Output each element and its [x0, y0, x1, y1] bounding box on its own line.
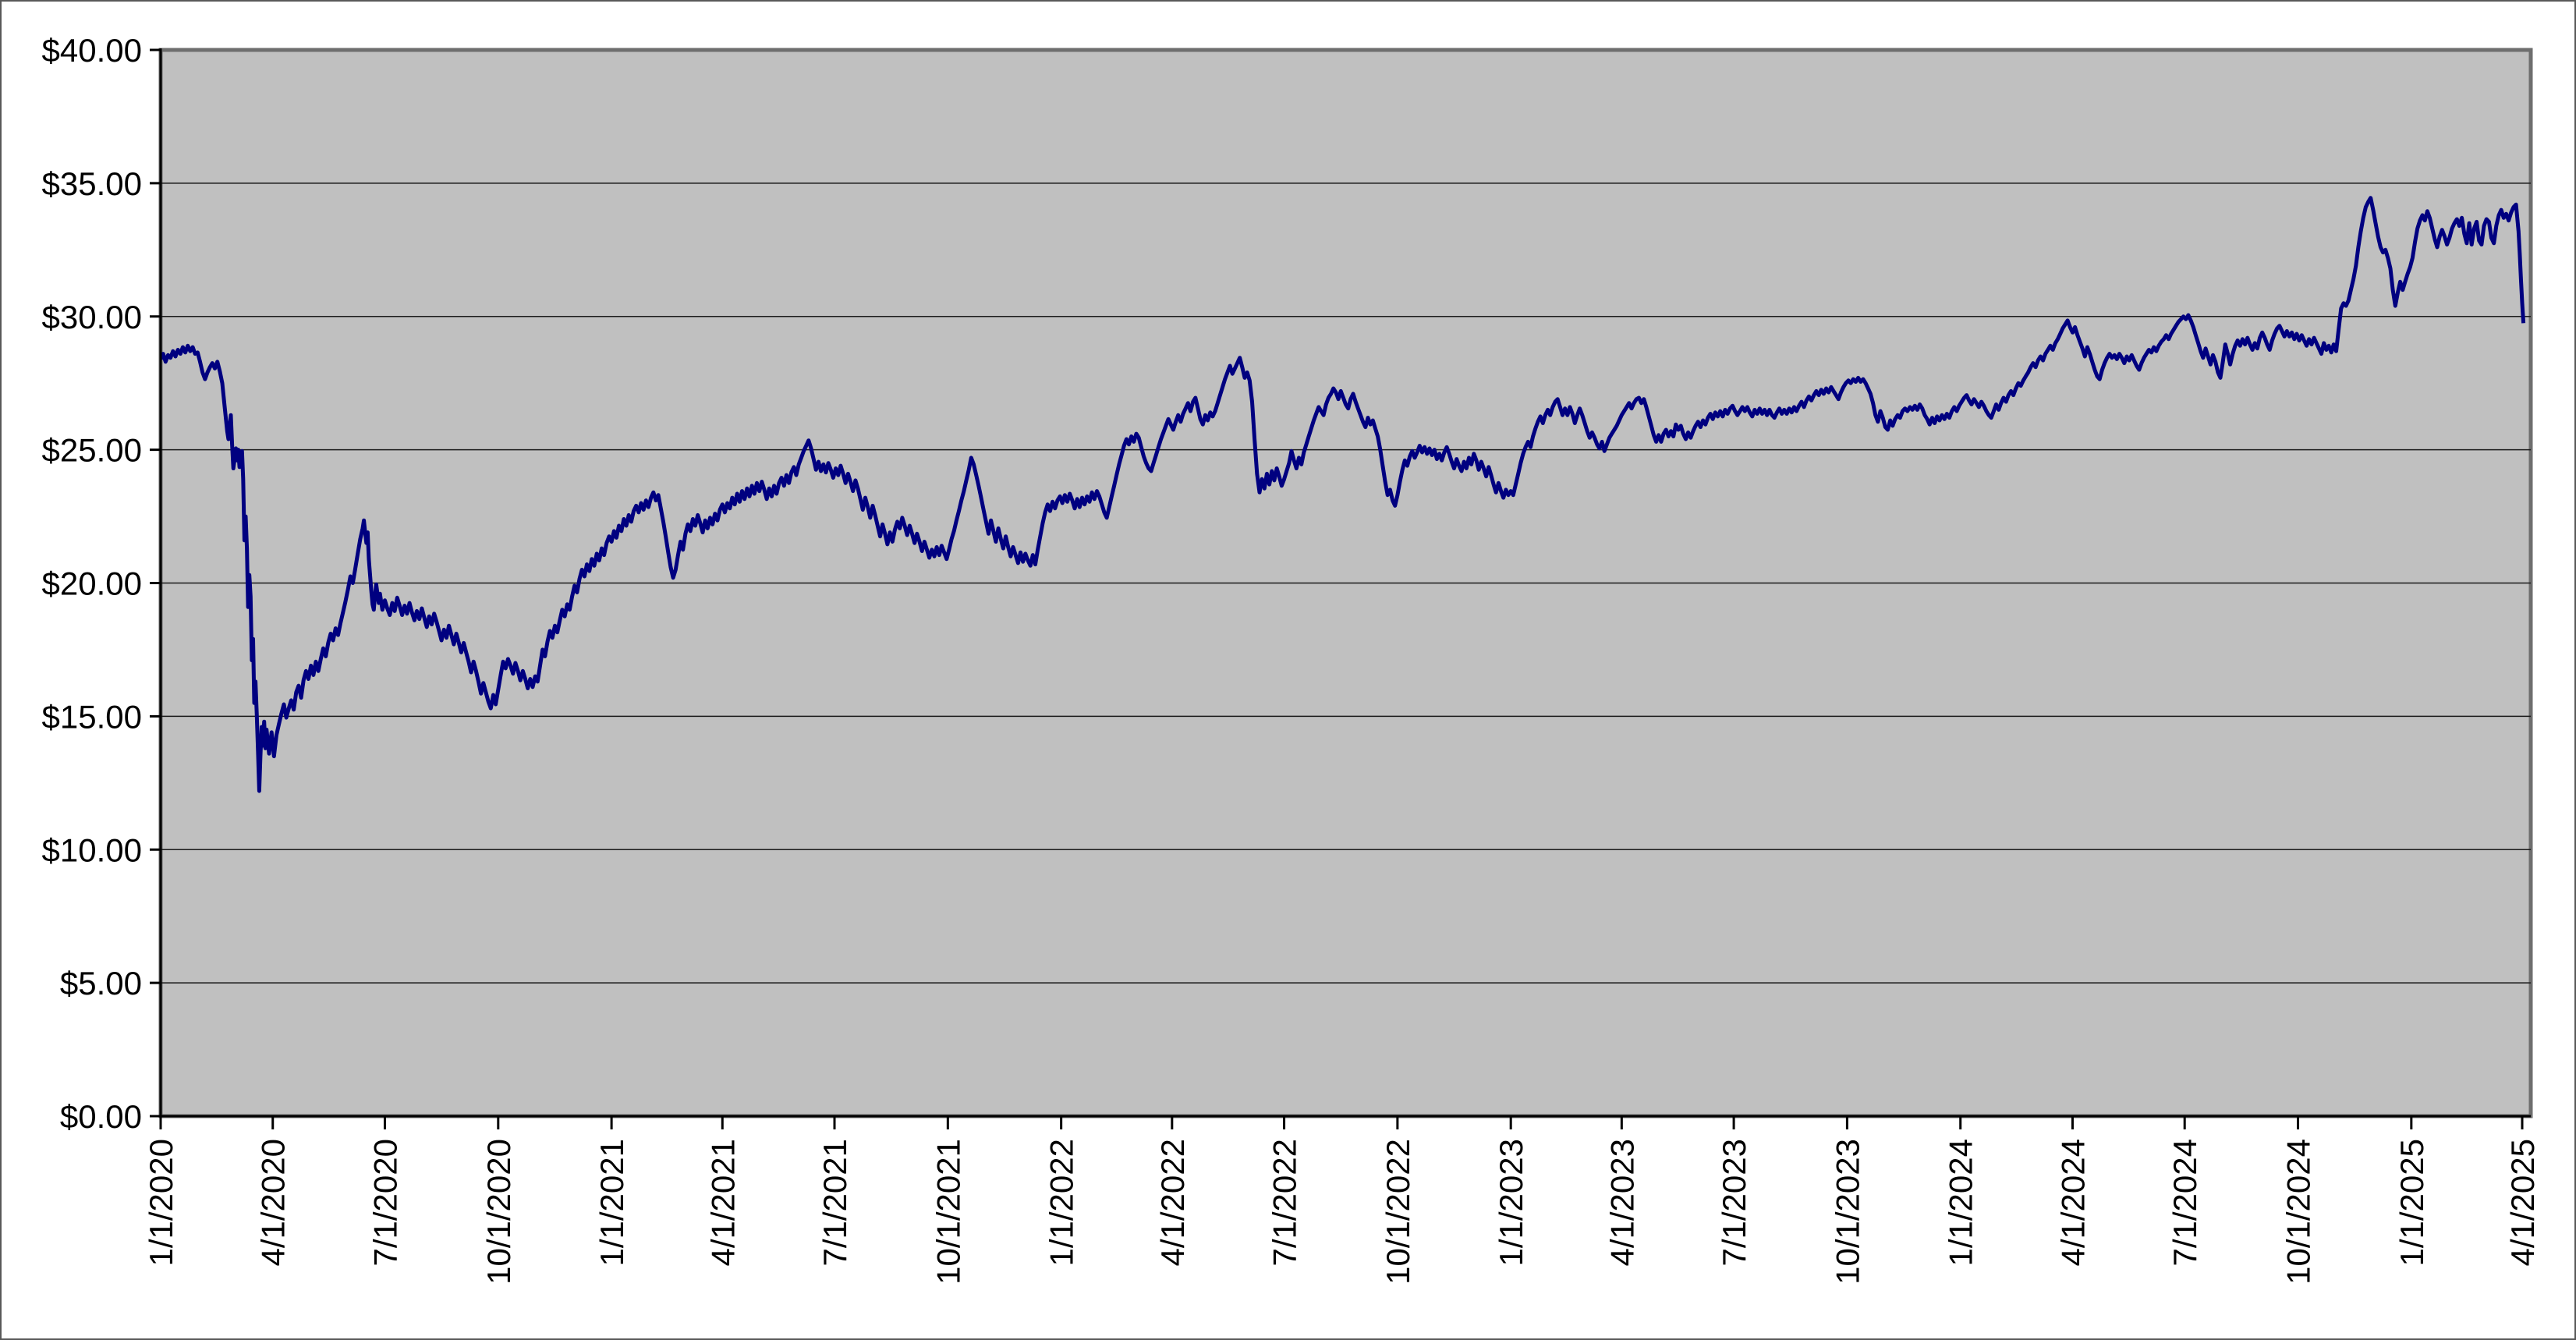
x-axis-label: 1/1/2023	[1493, 1139, 1529, 1267]
x-axis-label: 10/1/2022	[1380, 1139, 1416, 1285]
x-axis-label: 7/1/2023	[1716, 1139, 1752, 1267]
x-axis-label: 4/1/2024	[2054, 1139, 2091, 1267]
y-axis-label: $35.00	[42, 165, 142, 202]
x-axis-label: 1/1/2025	[2394, 1139, 2430, 1267]
x-axis-label: 10/1/2020	[480, 1139, 517, 1285]
x-axis-label: 7/1/2020	[367, 1139, 403, 1267]
x-axis-label: 7/1/2022	[1267, 1139, 1303, 1267]
x-axis-label: 10/1/2023	[1829, 1139, 1866, 1285]
gridlines	[161, 183, 2531, 984]
y-axis-label: $20.00	[42, 565, 142, 602]
y-axis-label: $0.00	[60, 1098, 142, 1135]
x-axis-label: 10/1/2021	[930, 1139, 966, 1285]
x-axis-label: 4/1/2020	[255, 1139, 292, 1267]
y-axis-label: $10.00	[42, 831, 142, 868]
y-axis: $0.00 $5.00 $10.00 $15.00 $20.00 $25.00 $30.00…	[42, 32, 161, 1135]
x-axis-label: 4/1/2025	[2504, 1139, 2541, 1267]
y-axis-label: $30.00	[42, 299, 142, 335]
y-axis-label: $40.00	[42, 32, 142, 69]
x-axis-label: 4/1/2022	[1154, 1139, 1191, 1267]
x-axis-label: 1/1/2021	[594, 1139, 630, 1267]
x-axis: 1/1/2020 4/1/2020 7/1/2020 10/1/2020 1/1/202…	[143, 1116, 2541, 1285]
x-axis-label: 10/1/2024	[2280, 1139, 2317, 1285]
y-axis-label: $5.00	[60, 965, 142, 1001]
x-axis-label: 1/1/2020	[143, 1139, 179, 1267]
y-axis-label: $25.00	[42, 432, 142, 469]
x-axis-label: 4/1/2021	[704, 1139, 741, 1267]
x-axis-label: 1/1/2022	[1044, 1139, 1080, 1267]
x-axis-label: 7/1/2024	[2167, 1139, 2203, 1267]
price-line	[161, 196, 2526, 793]
x-axis-label: 1/1/2024	[1943, 1139, 1979, 1267]
y-axis-label: $15.00	[42, 698, 142, 735]
x-axis-label: 7/1/2021	[817, 1139, 853, 1267]
x-axis-label: 4/1/2023	[1603, 1139, 1640, 1267]
